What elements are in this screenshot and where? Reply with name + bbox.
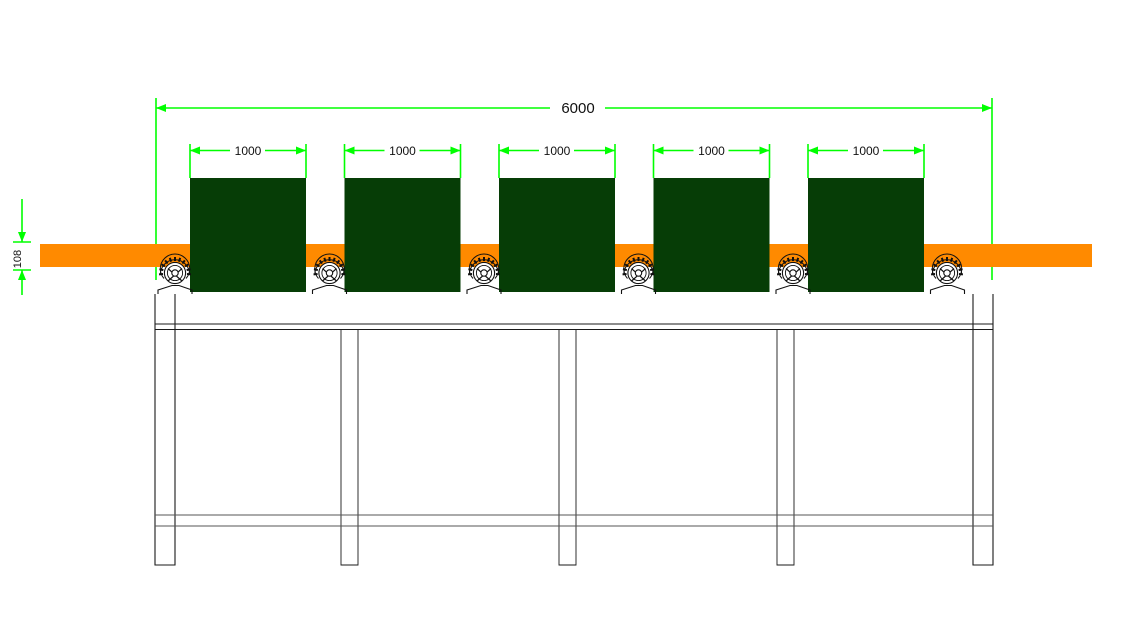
svg-text:1000: 1000 — [698, 144, 725, 158]
svg-text:1000: 1000 — [389, 144, 416, 158]
svg-text:1000: 1000 — [235, 144, 262, 158]
svg-text:6000: 6000 — [561, 100, 594, 117]
svg-text:108: 108 — [12, 250, 24, 268]
svg-text:1000: 1000 — [853, 144, 880, 158]
svg-text:1000: 1000 — [544, 144, 571, 158]
